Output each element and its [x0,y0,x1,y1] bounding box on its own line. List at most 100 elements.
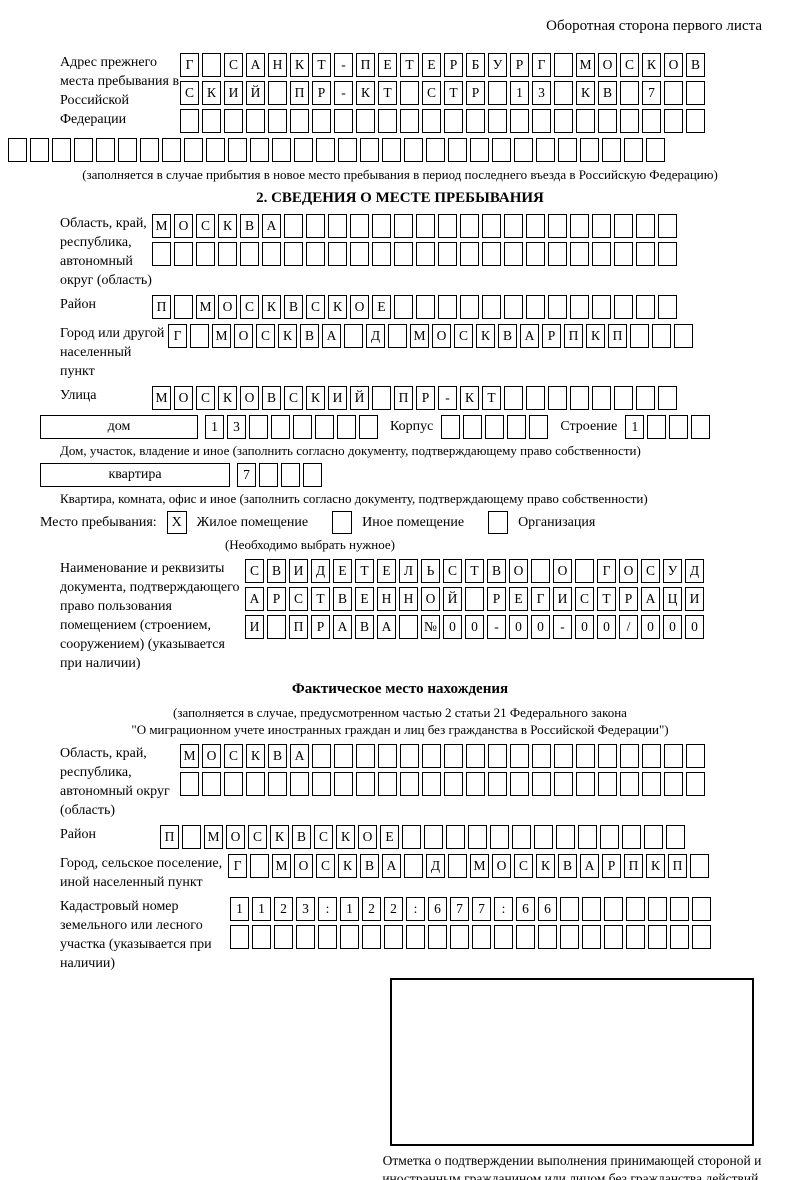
char-box[interactable]: Т [444,81,463,105]
char-box[interactable]: № [421,615,440,639]
char-box[interactable] [96,138,115,162]
char-box[interactable]: В [355,615,374,639]
char-box[interactable]: Т [400,53,419,77]
char-box[interactable] [350,242,369,266]
char-box[interactable]: И [685,587,704,611]
char-box[interactable]: В [558,854,577,878]
char-box[interactable] [690,854,709,878]
char-box[interactable] [686,772,705,796]
char-box[interactable] [400,109,419,133]
char-box[interactable]: И [224,81,243,105]
char-box[interactable] [504,386,523,410]
char-box[interactable]: В [240,214,259,238]
char-box[interactable] [600,825,619,849]
char-box[interactable]: 0 [641,615,660,639]
char-box[interactable] [504,295,523,319]
char-box[interactable] [196,242,215,266]
char-box[interactable]: В [284,295,303,319]
char-box[interactable]: Е [378,53,397,77]
char-box[interactable] [438,242,457,266]
char-box[interactable]: Р [602,854,621,878]
char-box[interactable]: И [328,386,347,410]
char-box[interactable] [312,109,331,133]
char-box[interactable] [74,138,93,162]
char-box[interactable] [510,109,529,133]
char-box[interactable]: С [180,81,199,105]
char-box[interactable] [485,415,505,439]
char-box[interactable]: С [240,295,259,319]
char-box[interactable] [262,242,281,266]
char-box[interactable] [532,744,551,768]
char-box[interactable]: 0 [465,615,484,639]
char-box[interactable] [670,897,689,921]
char-box[interactable] [576,744,595,768]
char-box[interactable]: Т [482,386,501,410]
char-box[interactable]: К [328,295,347,319]
char-box[interactable]: 7 [237,463,256,487]
char-box[interactable]: Н [268,53,287,77]
char-box[interactable] [406,925,425,949]
char-box[interactable] [444,772,463,796]
char-box[interactable]: М [470,854,489,878]
char-box[interactable] [554,81,573,105]
zhiloe-checkbox[interactable]: X [166,511,187,534]
char-box[interactable] [259,463,278,487]
char-box[interactable] [646,138,665,162]
char-box[interactable] [554,53,573,77]
char-box[interactable]: Р [312,81,331,105]
char-box[interactable]: О [350,295,369,319]
char-box[interactable] [482,214,501,238]
char-box[interactable] [444,109,463,133]
char-box[interactable] [602,138,621,162]
char-box[interactable] [206,138,225,162]
char-box[interactable]: А [322,324,341,348]
char-box[interactable]: О [432,324,451,348]
inoe-checkbox[interactable] [332,511,353,534]
char-box[interactable]: Р [444,53,463,77]
char-box[interactable]: И [245,615,264,639]
organizatsiya-checkbox[interactable] [488,511,509,534]
char-box[interactable] [384,925,403,949]
char-box[interactable] [246,109,265,133]
char-box[interactable] [426,138,445,162]
char-box[interactable] [664,81,683,105]
char-box[interactable] [488,744,507,768]
char-box[interactable] [428,925,447,949]
char-box[interactable]: Й [443,587,462,611]
char-box[interactable] [576,772,595,796]
char-box[interactable]: Д [311,559,330,583]
char-box[interactable]: К [476,324,495,348]
char-box[interactable]: Д [685,559,704,583]
char-box[interactable]: 2 [384,897,403,921]
char-box[interactable]: М [180,744,199,768]
char-box[interactable]: 7 [642,81,661,105]
char-box[interactable]: В [360,854,379,878]
char-box[interactable]: - [438,386,457,410]
char-box[interactable] [174,295,193,319]
char-box[interactable]: П [290,81,309,105]
char-box[interactable]: Т [312,53,331,77]
char-box[interactable] [624,138,643,162]
char-box[interactable]: 0 [509,615,528,639]
char-box[interactable]: С [196,214,215,238]
char-box[interactable] [356,109,375,133]
char-box[interactable] [202,109,221,133]
char-box[interactable]: П [394,386,413,410]
char-box[interactable] [622,825,641,849]
char-box[interactable]: 1 [625,415,645,439]
char-box[interactable]: К [646,854,665,878]
char-box[interactable] [290,772,309,796]
char-box[interactable]: 0 [575,615,594,639]
char-box[interactable]: Д [426,854,445,878]
char-box[interactable]: Е [509,587,528,611]
char-box[interactable] [598,744,617,768]
char-box[interactable] [356,772,375,796]
char-box[interactable]: 0 [531,615,550,639]
char-box[interactable] [614,295,633,319]
char-box[interactable]: Ь [421,559,440,583]
char-box[interactable] [664,772,683,796]
char-box[interactable]: Г [168,324,187,348]
char-box[interactable]: О [174,386,193,410]
char-box[interactable]: 3 [227,415,246,439]
char-box[interactable]: Р [619,587,638,611]
